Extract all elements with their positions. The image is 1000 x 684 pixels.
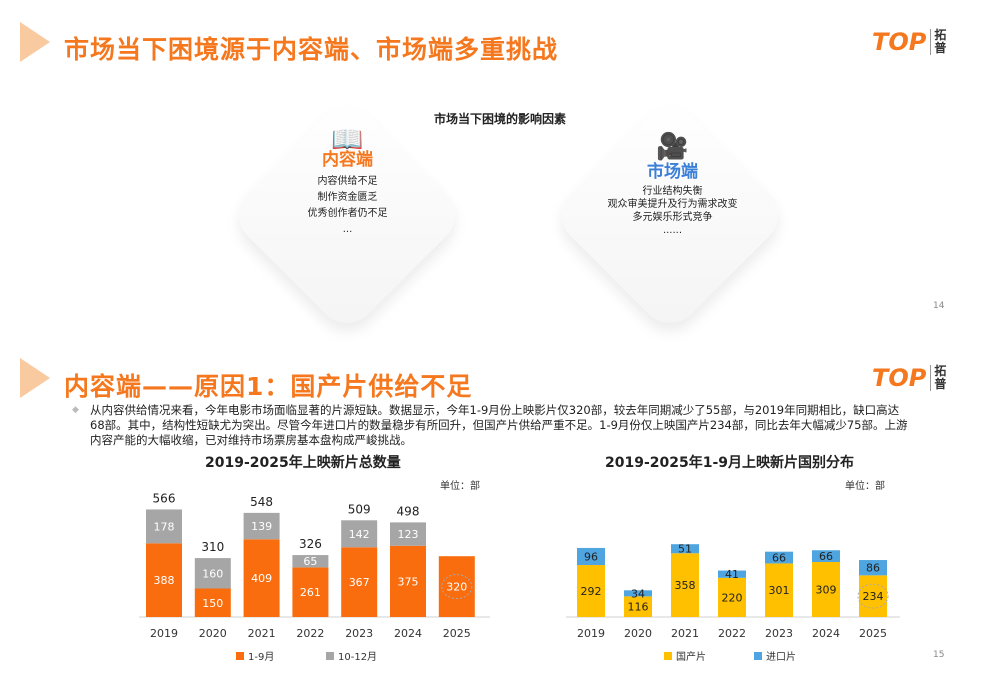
data-label: 139 bbox=[251, 520, 272, 533]
data-label: 375 bbox=[398, 575, 419, 588]
summary-paragraph: 从内容供给情况来看，今年电影市场面临显著的片源短缺。数据显示，今年1-9月份上映… bbox=[90, 403, 908, 447]
bar-10-12月-2024 bbox=[390, 522, 426, 546]
data-label: 367 bbox=[349, 576, 370, 589]
bar-10-12月-2023 bbox=[341, 520, 378, 548]
bar-1-9月-2022 bbox=[292, 567, 329, 617]
data-label: 142 bbox=[349, 528, 370, 541]
data-label: 123 bbox=[398, 528, 419, 541]
bar-1-9月-2025 bbox=[438, 556, 475, 617]
chart2-title: 2019-2025年1-9月上映新片国别分布 bbox=[605, 455, 855, 471]
bar-1-9月-2023 bbox=[341, 547, 378, 617]
card-heading: 市场端 bbox=[647, 162, 698, 182]
total-label: 548 bbox=[250, 495, 273, 509]
card-line: 制作资金匮乏 bbox=[317, 192, 378, 203]
diamond-bullet-icon: ◆ bbox=[72, 405, 79, 415]
total-label: 509 bbox=[348, 502, 371, 516]
card-line: 多元娱乐形式竞争 bbox=[632, 212, 713, 223]
slide2-title: 内容端——原因1：国产片供给不足 bbox=[64, 372, 473, 401]
title-arrow-decoration bbox=[20, 358, 50, 398]
chart1-unit: 单位：部 bbox=[440, 481, 480, 492]
page-number: 15 bbox=[933, 650, 945, 660]
data-label: 160 bbox=[202, 567, 223, 580]
legend-swatch bbox=[236, 652, 244, 660]
x-tick-label: 2023 bbox=[345, 627, 373, 640]
data-label: 409 bbox=[251, 572, 272, 585]
card-line: 内容供给不足 bbox=[317, 176, 378, 187]
total-label: 566 bbox=[153, 491, 176, 505]
bar-1-9月-2021 bbox=[243, 539, 280, 617]
data-label: 388 bbox=[154, 574, 175, 587]
card-line: ... bbox=[342, 224, 353, 235]
data-label: 320 bbox=[446, 581, 467, 594]
total-label: 310 bbox=[201, 540, 224, 554]
bar-10-12月-2022 bbox=[292, 555, 329, 568]
bar-10-12月-2021 bbox=[243, 512, 280, 540]
logo-text: TOP bbox=[872, 364, 927, 392]
page-number: 14 bbox=[933, 301, 945, 311]
card-line: 行业结构失衡 bbox=[642, 186, 703, 197]
x-tick-label: 2025 bbox=[443, 627, 471, 640]
film-projector-icon: 🎥 bbox=[656, 132, 689, 162]
logo: TOP 拓普 bbox=[872, 364, 946, 392]
bar-1-9月-2020 bbox=[194, 588, 231, 617]
data-label: 261 bbox=[300, 586, 321, 599]
market-side-card: 🎥 市场端 行业结构失衡 观众审美提升及行为需求改变 多元娱乐形式竞争 ....… bbox=[590, 132, 755, 237]
bar-1-9月-2019 bbox=[146, 543, 182, 617]
x-tick-label: 2021 bbox=[248, 627, 276, 640]
x-tick-label: 2024 bbox=[394, 627, 422, 640]
card-heading: 内容端 bbox=[322, 150, 373, 170]
logo-cn: 拓普 bbox=[930, 29, 946, 55]
logo: TOP 拓普 bbox=[872, 28, 946, 56]
highlight-circle bbox=[441, 574, 473, 600]
chart1-title: 2019-2025年上映新片总数量 bbox=[205, 455, 401, 471]
content-side-card: 📖 内容端 内容供给不足 制作资金匮乏 优秀创作者仍不足 ... bbox=[270, 127, 425, 238]
legend-swatch bbox=[326, 652, 334, 660]
card-line: 观众审美提升及行为需求改变 bbox=[607, 199, 738, 210]
logo-cn: 拓普 bbox=[930, 365, 946, 391]
title-arrow-decoration bbox=[20, 22, 50, 62]
bar-10-12月-2020 bbox=[194, 558, 231, 589]
x-tick-label: 2019 bbox=[150, 627, 178, 640]
legend-label: 1-9月 bbox=[248, 651, 274, 663]
slide1-title: 市场当下困境源于内容端、市场端多重挑战 bbox=[64, 35, 559, 64]
card-line: ...... bbox=[662, 225, 683, 236]
data-label: 150 bbox=[202, 597, 223, 610]
x-tick-label: 2020 bbox=[199, 627, 227, 640]
logo-text: TOP bbox=[872, 28, 927, 56]
chart2-unit: 单位：部 bbox=[845, 481, 885, 492]
data-label: 178 bbox=[154, 520, 175, 533]
data-label: 65 bbox=[303, 555, 317, 568]
x-tick-label: 2022 bbox=[296, 627, 324, 640]
bar-1-9月-2024 bbox=[390, 545, 426, 617]
legend-label: 10-12月 bbox=[338, 651, 377, 663]
card-line: 优秀创作者仍不足 bbox=[307, 208, 388, 219]
total-label: 498 bbox=[397, 504, 420, 518]
total-label: 326 bbox=[299, 537, 322, 551]
factors-subtitle: 市场当下困境的影响因素 bbox=[433, 112, 566, 126]
bar-10-12月-2019 bbox=[146, 509, 182, 544]
